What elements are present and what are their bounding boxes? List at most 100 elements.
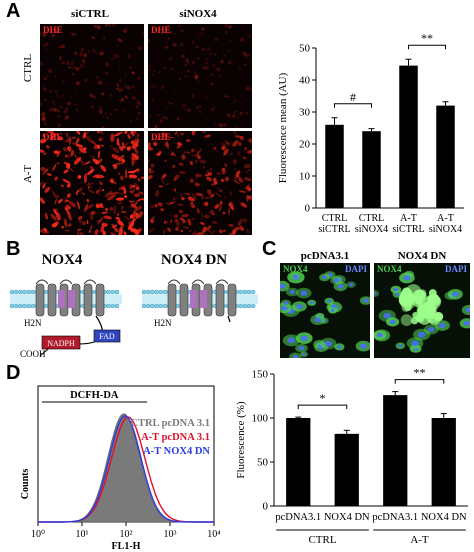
cell-signal — [112, 147, 120, 153]
cell-signal — [54, 198, 57, 205]
micrograph-nox4dn: NOX4 DAPI — [374, 263, 470, 358]
cell-nucleus — [359, 343, 367, 349]
cell-signal — [89, 93, 94, 98]
cell-signal — [107, 194, 116, 201]
y-axis-label: Counts — [20, 469, 31, 500]
row-header-ctrl: CTRL — [22, 53, 34, 83]
cell-signal — [189, 229, 191, 232]
cell-signal — [201, 212, 203, 220]
cell-signal — [132, 71, 135, 74]
cell-signal — [166, 106, 169, 109]
cell-signal — [245, 177, 252, 182]
cell-signal — [135, 205, 143, 212]
cell-signal — [117, 43, 121, 47]
x-tick-label: NOX4 DN — [324, 512, 370, 523]
cell-signal — [91, 36, 95, 39]
histogram-at-nox4dn — [38, 415, 214, 523]
cell-signal — [74, 91, 77, 96]
cell-signal — [246, 228, 250, 234]
cell-signal — [110, 145, 113, 147]
bright-clump — [421, 310, 428, 317]
cell-signal — [233, 176, 238, 180]
cell-signal — [205, 58, 208, 61]
cell-signal — [236, 170, 241, 175]
cell-signal — [131, 184, 136, 188]
cell-signal — [210, 230, 216, 235]
cell-signal — [228, 25, 233, 29]
cell-signal — [205, 170, 210, 174]
lipid-head — [242, 303, 248, 309]
cell-signal — [201, 229, 205, 235]
cell-signal — [90, 94, 94, 99]
significance-bracket — [334, 103, 372, 108]
cell-signal — [113, 227, 119, 232]
cell-signal — [75, 137, 80, 145]
cell-signal — [238, 142, 242, 146]
micrograph-texture — [374, 270, 470, 353]
cell-signal — [72, 72, 75, 76]
cell-signal — [133, 158, 137, 164]
cell-signal — [213, 106, 218, 111]
cell-signal — [63, 217, 67, 227]
cell-signal — [189, 178, 194, 184]
cell-signal — [246, 150, 252, 154]
cell-signal — [46, 145, 50, 149]
lipid-head — [150, 289, 155, 295]
cell-nucleus — [348, 282, 354, 287]
micrograph-ctrl-sinox4: DHE — [148, 24, 252, 128]
cell-nucleus — [363, 298, 369, 303]
lipid-head — [106, 303, 111, 309]
lipid-head — [238, 303, 243, 309]
col-header-sictrl: siCTRL — [71, 8, 109, 20]
cell-signal — [174, 178, 177, 182]
cell-signal — [217, 74, 222, 78]
cell-signal — [131, 96, 137, 100]
cell-signal — [204, 134, 211, 138]
cell-signal — [248, 138, 252, 144]
cell-signal — [181, 213, 189, 218]
cell-signal — [69, 201, 77, 208]
x-tick-label: siCTRL — [392, 224, 424, 235]
cell-signal — [247, 195, 252, 200]
cell-signal — [52, 133, 59, 136]
cell-signal — [103, 215, 112, 220]
cell-signal — [67, 66, 72, 69]
cell-signal — [184, 57, 189, 62]
cell-signal — [215, 203, 220, 208]
cell-signal — [123, 190, 127, 194]
cell-signal — [96, 219, 100, 223]
cell-signal — [53, 89, 58, 94]
lipid-head — [18, 303, 23, 309]
cell-signal — [163, 229, 165, 235]
cell-signal — [198, 105, 202, 108]
cell-signal — [63, 197, 71, 204]
cell-signal — [221, 24, 224, 27]
cell-signal — [70, 96, 74, 99]
cell-signal — [79, 231, 84, 235]
cell-signal — [78, 147, 87, 154]
cell-signal — [125, 84, 127, 89]
cell-signal — [85, 135, 93, 144]
cell-nucleus — [411, 340, 419, 347]
cell-signal — [43, 227, 47, 232]
cell-signal — [216, 67, 221, 72]
cell-signal — [66, 146, 72, 152]
cell-signal — [196, 80, 201, 83]
cell-signal — [40, 166, 46, 172]
cell-signal — [62, 79, 66, 84]
lipid-head — [238, 289, 243, 295]
cell-signal — [156, 202, 164, 206]
cell-signal — [225, 30, 228, 34]
cell-nucleus — [383, 312, 391, 319]
cell-signal — [222, 229, 227, 233]
bar — [334, 433, 359, 506]
cell-signal — [40, 197, 45, 204]
cell-signal — [123, 215, 131, 221]
cell-signal — [156, 114, 161, 116]
extracellular-loop — [35, 279, 97, 285]
cell-signal — [56, 93, 59, 98]
cell-signal — [85, 204, 94, 210]
cell-signal — [191, 154, 199, 157]
cell-signal — [42, 87, 47, 91]
cell-signal — [74, 66, 78, 71]
